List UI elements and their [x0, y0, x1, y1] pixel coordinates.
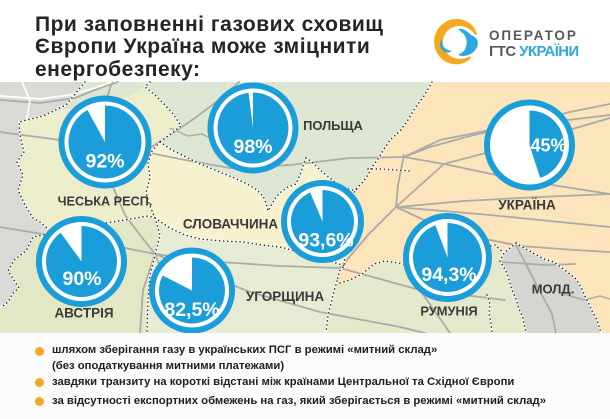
- svg-text:ГТС УКРАЇНИ: ГТС УКРАЇНИ: [489, 43, 579, 60]
- svg-text:РУМУНІЯ: РУМУНІЯ: [420, 304, 477, 319]
- svg-text:ПОЛЬЩА: ПОЛЬЩА: [303, 118, 363, 133]
- svg-text:УКРАЇНА: УКРАЇНА: [498, 198, 556, 213]
- svg-text:ЧЕСЬКА РЕСП.: ЧЕСЬКА РЕСП.: [58, 195, 153, 209]
- svg-text:СЛОВАЧЧИНА: СЛОВАЧЧИНА: [183, 217, 279, 232]
- svg-text:МОЛД.: МОЛД.: [532, 282, 575, 297]
- svg-text:93,6%: 93,6%: [298, 230, 353, 252]
- svg-text:УГОРЩИНА: УГОРЩИНА: [246, 289, 325, 304]
- svg-text:92%: 92%: [85, 151, 124, 173]
- svg-text:94,3%: 94,3%: [421, 264, 476, 286]
- svg-text:ОПЕРАТОР: ОПЕРАТОР: [489, 28, 578, 43]
- svg-text:98%: 98%: [233, 136, 272, 158]
- svg-text:90%: 90%: [62, 268, 101, 290]
- svg-text:АВСТРІЯ: АВСТРІЯ: [54, 306, 113, 321]
- svg-text:45%: 45%: [530, 136, 566, 156]
- svg-text:82,5%: 82,5%: [164, 299, 219, 321]
